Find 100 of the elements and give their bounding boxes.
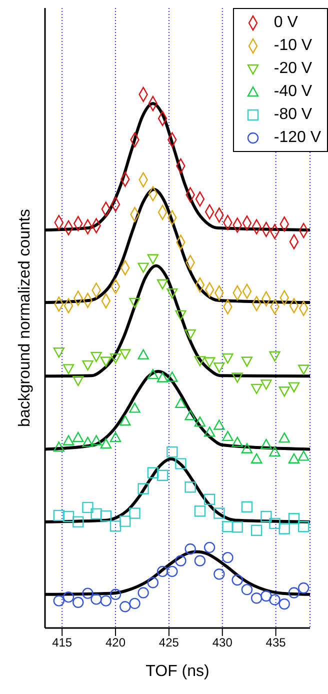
- point: [90, 435, 102, 446]
- point: [278, 432, 290, 443]
- legend-label: -20 V: [274, 60, 312, 78]
- point: [269, 594, 280, 606]
- point: [250, 524, 262, 536]
- point: [241, 443, 253, 454]
- point: [82, 502, 94, 514]
- point: [100, 438, 112, 449]
- point: [298, 364, 310, 375]
- point: [232, 436, 243, 447]
- x-tick-label: 425: [158, 636, 180, 650]
- point: [110, 353, 122, 364]
- point: [184, 543, 196, 555]
- point: [72, 596, 84, 608]
- point: [175, 310, 186, 320]
- point: [90, 508, 102, 520]
- point: [204, 426, 216, 437]
- point: [53, 348, 64, 358]
- point: [214, 508, 225, 519]
- point: [269, 446, 280, 457]
- point: [100, 510, 112, 522]
- point: [120, 415, 131, 426]
- point: [147, 577, 159, 588]
- point: [72, 516, 84, 528]
- point: [204, 542, 216, 554]
- point: [241, 356, 253, 367]
- point: [194, 506, 206, 517]
- point: [250, 384, 262, 394]
- point: [298, 582, 310, 594]
- point: [166, 566, 178, 578]
- x-tick-label: 430: [212, 636, 233, 650]
- legend-label: -120 V: [274, 128, 321, 146]
- point: [269, 351, 280, 362]
- point: [222, 552, 234, 564]
- point: [62, 510, 74, 522]
- point: [138, 349, 149, 360]
- x-axis-title: TOF (ns): [146, 663, 210, 680]
- point: [250, 592, 262, 604]
- y-axis-title: background normalized counts: [16, 209, 34, 427]
- point: [260, 510, 272, 522]
- point: [204, 494, 216, 506]
- point: [62, 364, 74, 374]
- point: [222, 353, 234, 364]
- point: [260, 438, 272, 450]
- point: [214, 362, 225, 373]
- x-tick-label: 415: [52, 636, 72, 650]
- point: [166, 446, 178, 458]
- point: [250, 453, 262, 464]
- point: [147, 467, 159, 478]
- point: [184, 482, 196, 493]
- point: [82, 436, 94, 447]
- point: [232, 372, 243, 383]
- point: [194, 416, 206, 427]
- point: [288, 382, 300, 392]
- point: [110, 588, 122, 600]
- point: [222, 521, 234, 532]
- point: [166, 372, 178, 382]
- point: [184, 410, 196, 420]
- point: [156, 470, 168, 481]
- point: [156, 566, 168, 578]
- point: [269, 518, 280, 530]
- point: [194, 555, 206, 566]
- point: [288, 587, 300, 598]
- point: [156, 372, 168, 382]
- point: [100, 356, 112, 367]
- point: [278, 523, 290, 534]
- point: [62, 435, 74, 446]
- point: [184, 329, 196, 340]
- point: [278, 598, 290, 610]
- point: [214, 420, 225, 430]
- point: [232, 522, 243, 533]
- point: [138, 483, 149, 494]
- point: [241, 584, 253, 596]
- point: [72, 376, 84, 386]
- point: [147, 368, 159, 380]
- point: [166, 288, 178, 299]
- point: [278, 386, 290, 397]
- legend-label: 0 V: [274, 14, 298, 32]
- point: [204, 357, 216, 368]
- point: [288, 453, 300, 464]
- point: [194, 356, 206, 366]
- point: [222, 430, 234, 442]
- legend-label: -40 V: [274, 82, 312, 100]
- point: [260, 380, 272, 390]
- point: [156, 279, 168, 290]
- x-tick-label: 420: [106, 636, 126, 650]
- legend-label: -80 V: [274, 106, 312, 124]
- point: [100, 595, 112, 606]
- point: [53, 510, 64, 522]
- point: [90, 352, 102, 362]
- point: [82, 588, 94, 599]
- point: [175, 555, 186, 566]
- x-tick-label: 435: [266, 636, 286, 650]
- point: [298, 450, 310, 461]
- point: [82, 360, 94, 371]
- point: [129, 402, 140, 413]
- point: [129, 598, 140, 610]
- point: [129, 508, 140, 519]
- point: [260, 590, 272, 602]
- point: [232, 574, 243, 586]
